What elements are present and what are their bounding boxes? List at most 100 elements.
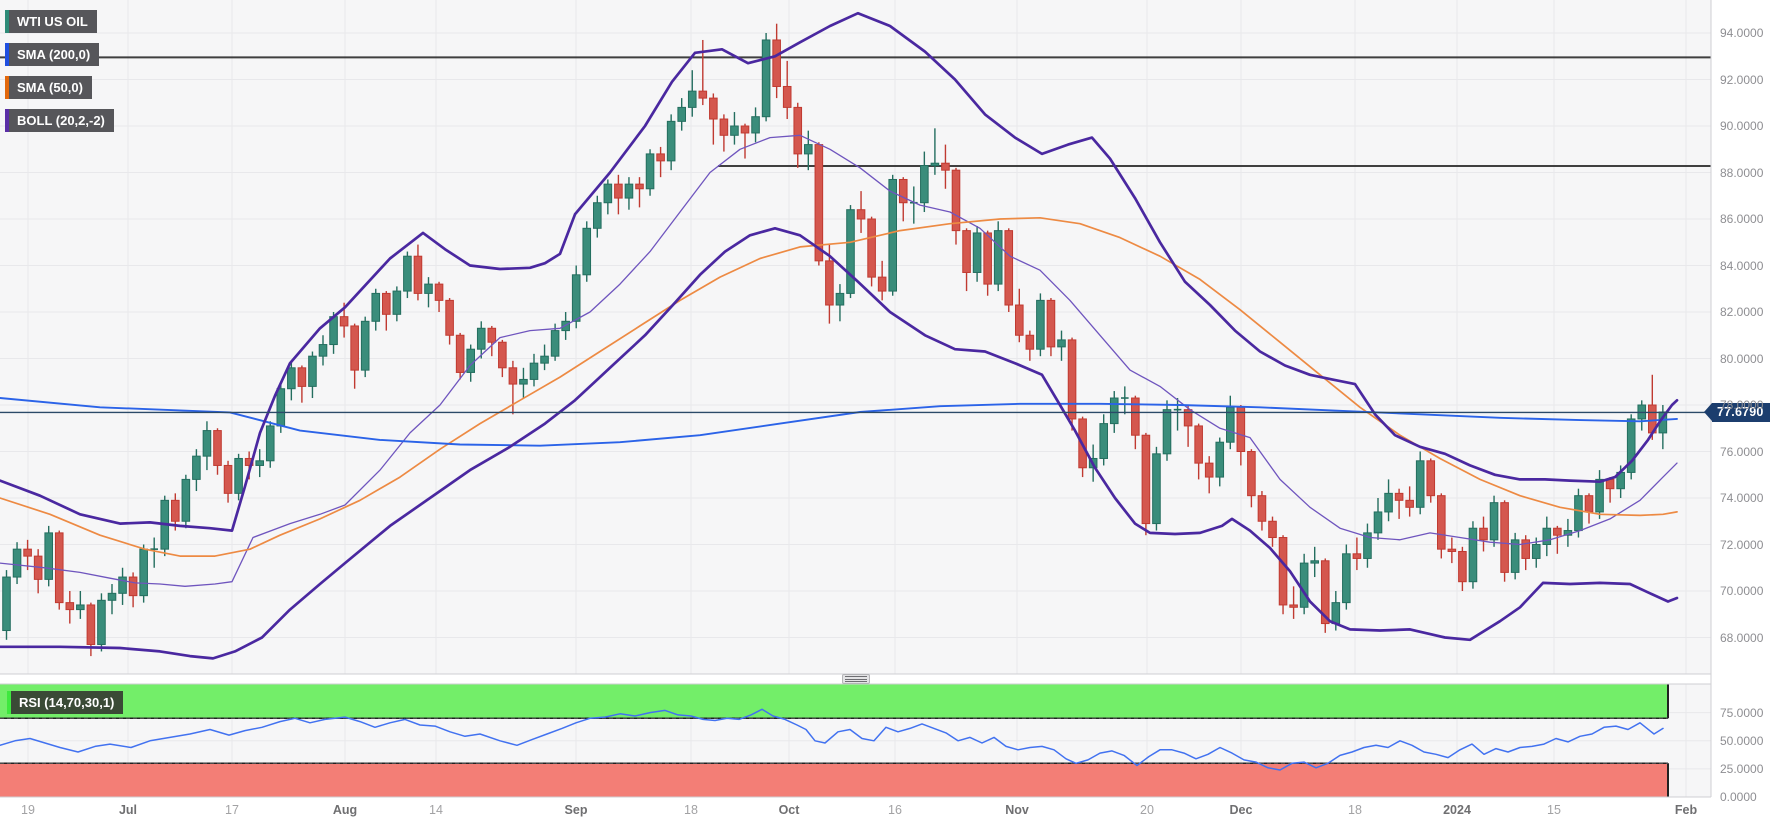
candle-body [382,292,391,315]
candle-body [1437,495,1446,550]
boll-middle-line [0,134,1678,587]
candle-body [782,85,792,108]
candle-body [1415,460,1425,508]
sma50-label: SMA (50,0) [9,76,92,99]
candle-body [951,169,961,232]
candle-body [1183,409,1193,427]
candle-body [698,90,708,99]
candle-body [1426,460,1436,497]
time-axis-label: 16 [888,803,902,817]
candle-body [1152,453,1161,525]
candle-body [1025,334,1035,350]
candle-body [171,499,180,522]
candle-body [202,430,212,457]
candle-body [1131,397,1140,436]
candle-body [1373,511,1383,534]
candle-body [487,327,497,343]
price-axis-label: 82.0000 [1720,305,1764,319]
price-axis-label: 90.0000 [1720,119,1764,133]
candle-body [656,153,665,162]
candle-body [719,118,729,136]
candle-body [234,457,243,494]
candle-body [1194,425,1203,464]
rsi-badge[interactable]: RSI (14,70,30,1) [7,691,124,714]
candle-body [213,430,222,466]
candle-body [920,165,929,204]
price-axis-label: 76.0000 [1720,444,1764,459]
candle-body [2,576,11,632]
indicator-badge-sma200[interactable]: SMA (200,0) [5,43,100,66]
candle-body [1289,604,1298,608]
candle-body [677,106,687,122]
candle-body [1584,495,1594,513]
candle-body [1036,299,1045,350]
candle-body [276,388,286,427]
candle-body [371,292,381,322]
candle-body [1268,520,1277,539]
candle-body [413,255,423,294]
candle-body [877,276,887,292]
candle-body [888,178,898,292]
candle-body [1320,560,1330,625]
candle-body [772,39,781,87]
candle-body [360,320,370,371]
candle-body [434,283,444,301]
candle-body [1352,553,1362,559]
time-axis-label: Sep [564,803,588,817]
candle-body [1204,462,1214,478]
candle-body [297,367,307,387]
candle-body [318,344,328,357]
candle-body [265,425,275,462]
price-axis-label: 74.0000 [1720,491,1764,505]
time-axis-label: Oct [778,803,800,817]
candle-body [645,153,655,190]
candle-body [1236,406,1246,453]
candle-body [1521,539,1531,559]
candle-body [624,183,634,199]
candle-body [403,255,412,292]
symbol-label: WTI US OIL [9,10,97,33]
indicator-badge-boll[interactable]: BOLL (20,2,-2) [5,109,114,132]
candle-body [23,548,32,557]
rsi-oversold-zone [0,763,1668,797]
indicator-badge-sma50[interactable]: SMA (50,0) [5,76,92,99]
rsi-label: RSI (14,70,30,1) [11,691,124,714]
sma50-color-bar [5,76,9,99]
candle-body [1257,495,1267,522]
time-axis-label: Nov [1005,803,1029,817]
candle-body [519,378,528,385]
candle-body [445,299,454,336]
candle-body [1141,434,1151,525]
candle-body [1162,409,1172,455]
sma50-line [0,216,1678,557]
candle-body [86,604,96,645]
symbol-badge[interactable]: WTI US OIL [5,10,97,33]
current-price-badge: 77.6790 [1704,402,1770,422]
candle-body [1247,451,1256,497]
candle-body [709,97,718,120]
candle-body [751,116,760,134]
candle-body [287,367,296,390]
candle-body [424,283,433,294]
rsi-axis-label: 50.0000 [1720,733,1764,748]
candle-body [1331,602,1341,625]
rsi-color-bar [7,691,11,714]
candle-body [550,330,560,357]
panel-divider-handle[interactable] [841,674,870,684]
candle-body [1015,304,1024,336]
candle-body [740,125,750,134]
candle-body [1626,418,1636,473]
candle-body [835,292,845,306]
candle-body [1468,527,1478,583]
candle-body [54,532,64,604]
main-plot-background[interactable] [0,0,1711,674]
price-axis-label: 94.0000 [1720,26,1764,40]
candle-body [128,576,138,597]
candle-body [529,362,539,380]
candle-body [1342,553,1351,604]
candle-body [1004,230,1014,306]
candle-body [898,178,908,204]
candle-body [1542,527,1552,545]
